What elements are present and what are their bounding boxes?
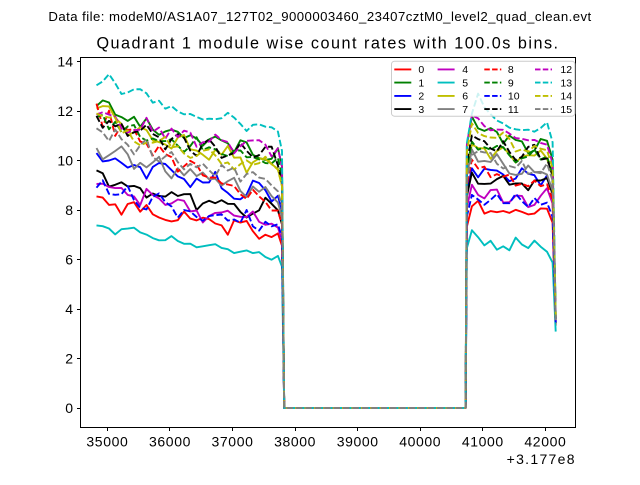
- svg-text:Quadrant 1 module wise count r: Quadrant 1 module wise count rates with …: [96, 35, 559, 53]
- svg-text:40000: 40000: [399, 434, 441, 450]
- svg-text:13: 13: [560, 77, 572, 89]
- svg-text:14: 14: [560, 91, 572, 103]
- svg-text:11: 11: [508, 104, 519, 116]
- svg-text:14: 14: [57, 53, 73, 69]
- svg-text:35000: 35000: [86, 434, 128, 450]
- svg-text:3: 3: [418, 104, 424, 116]
- svg-text:Data file: modeM0/AS1A07_127T0: Data file: modeM0/AS1A07_127T02_90000034…: [48, 9, 591, 24]
- svg-text:4: 4: [65, 301, 73, 317]
- svg-text:1: 1: [418, 77, 424, 89]
- svg-text:2: 2: [65, 350, 73, 366]
- svg-text:8: 8: [65, 202, 73, 218]
- svg-text:2: 2: [418, 91, 424, 103]
- svg-text:5: 5: [462, 77, 468, 89]
- svg-text:7: 7: [462, 104, 468, 116]
- svg-text:9: 9: [508, 77, 514, 89]
- svg-text:41000: 41000: [462, 434, 504, 450]
- svg-text:6: 6: [462, 91, 468, 103]
- svg-text:10: 10: [508, 91, 520, 103]
- svg-text:0: 0: [418, 64, 424, 76]
- svg-text:12: 12: [560, 64, 572, 76]
- svg-text:+3.177e8: +3.177e8: [507, 451, 576, 467]
- svg-text:0: 0: [65, 400, 73, 416]
- svg-text:6: 6: [65, 251, 73, 267]
- svg-text:8: 8: [508, 64, 514, 76]
- svg-text:4: 4: [462, 64, 468, 76]
- svg-text:36000: 36000: [149, 434, 191, 450]
- svg-text:39000: 39000: [337, 434, 379, 450]
- svg-text:42000: 42000: [524, 434, 566, 450]
- svg-text:37000: 37000: [212, 434, 254, 450]
- svg-text:12: 12: [57, 103, 73, 119]
- svg-text:10: 10: [57, 152, 73, 168]
- svg-text:38000: 38000: [274, 434, 316, 450]
- svg-text:15: 15: [560, 104, 572, 116]
